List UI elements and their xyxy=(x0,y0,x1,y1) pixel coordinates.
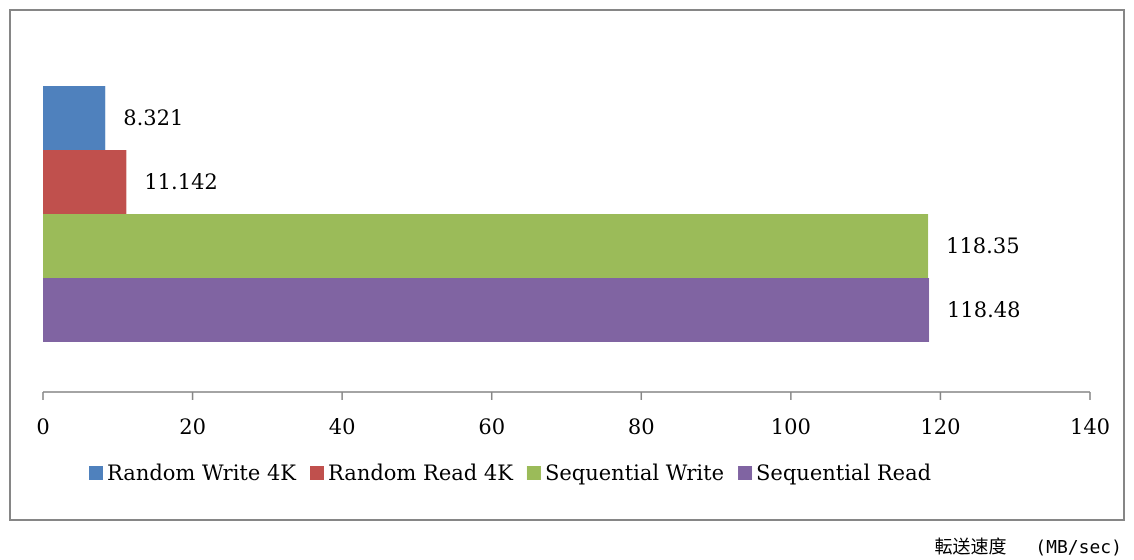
x-tick-label: 80 xyxy=(628,415,655,439)
chart-area: 0 20 40 60 80 100 120 140 8.321 11.142 118.35 118.4… xyxy=(9,9,1125,521)
x-tick-label: 140 xyxy=(1070,415,1110,439)
x-tick-label: 100 xyxy=(771,415,811,439)
x-tick-label: 0 xyxy=(36,415,49,439)
data-label: 118.48 xyxy=(947,298,1020,322)
legend-label: Random Read 4K xyxy=(328,461,513,485)
x-tick-label: 20 xyxy=(179,415,206,439)
legend-label: Sequential Read xyxy=(756,461,931,485)
legend-label: Random Write 4K xyxy=(107,461,296,485)
chart-border xyxy=(9,9,1125,521)
data-label: 11.142 xyxy=(144,170,217,194)
bar-random-write-4k xyxy=(43,86,106,150)
legend-swatch xyxy=(89,466,103,480)
x-tick-label: 120 xyxy=(920,415,960,439)
bar-chart: 0 20 40 60 80 100 120 140 8.321 11.142 118.35 118.4… xyxy=(9,9,1125,521)
data-label: 8.321 xyxy=(123,106,183,130)
legend-label: Sequential Write xyxy=(545,461,724,485)
bar-sequential-write xyxy=(43,214,929,278)
x-tick-label: 40 xyxy=(329,415,356,439)
legend-swatch xyxy=(526,466,541,480)
data-label: 118.35 xyxy=(946,234,1019,258)
x-tick-label: 60 xyxy=(478,415,505,439)
bar-sequential-read xyxy=(43,278,930,342)
legend-swatch xyxy=(310,466,324,480)
unit-caption: 転送速度 (MB/sec) xyxy=(934,537,1122,558)
bar-random-read-4k xyxy=(43,150,127,214)
legend-swatch xyxy=(738,466,753,480)
